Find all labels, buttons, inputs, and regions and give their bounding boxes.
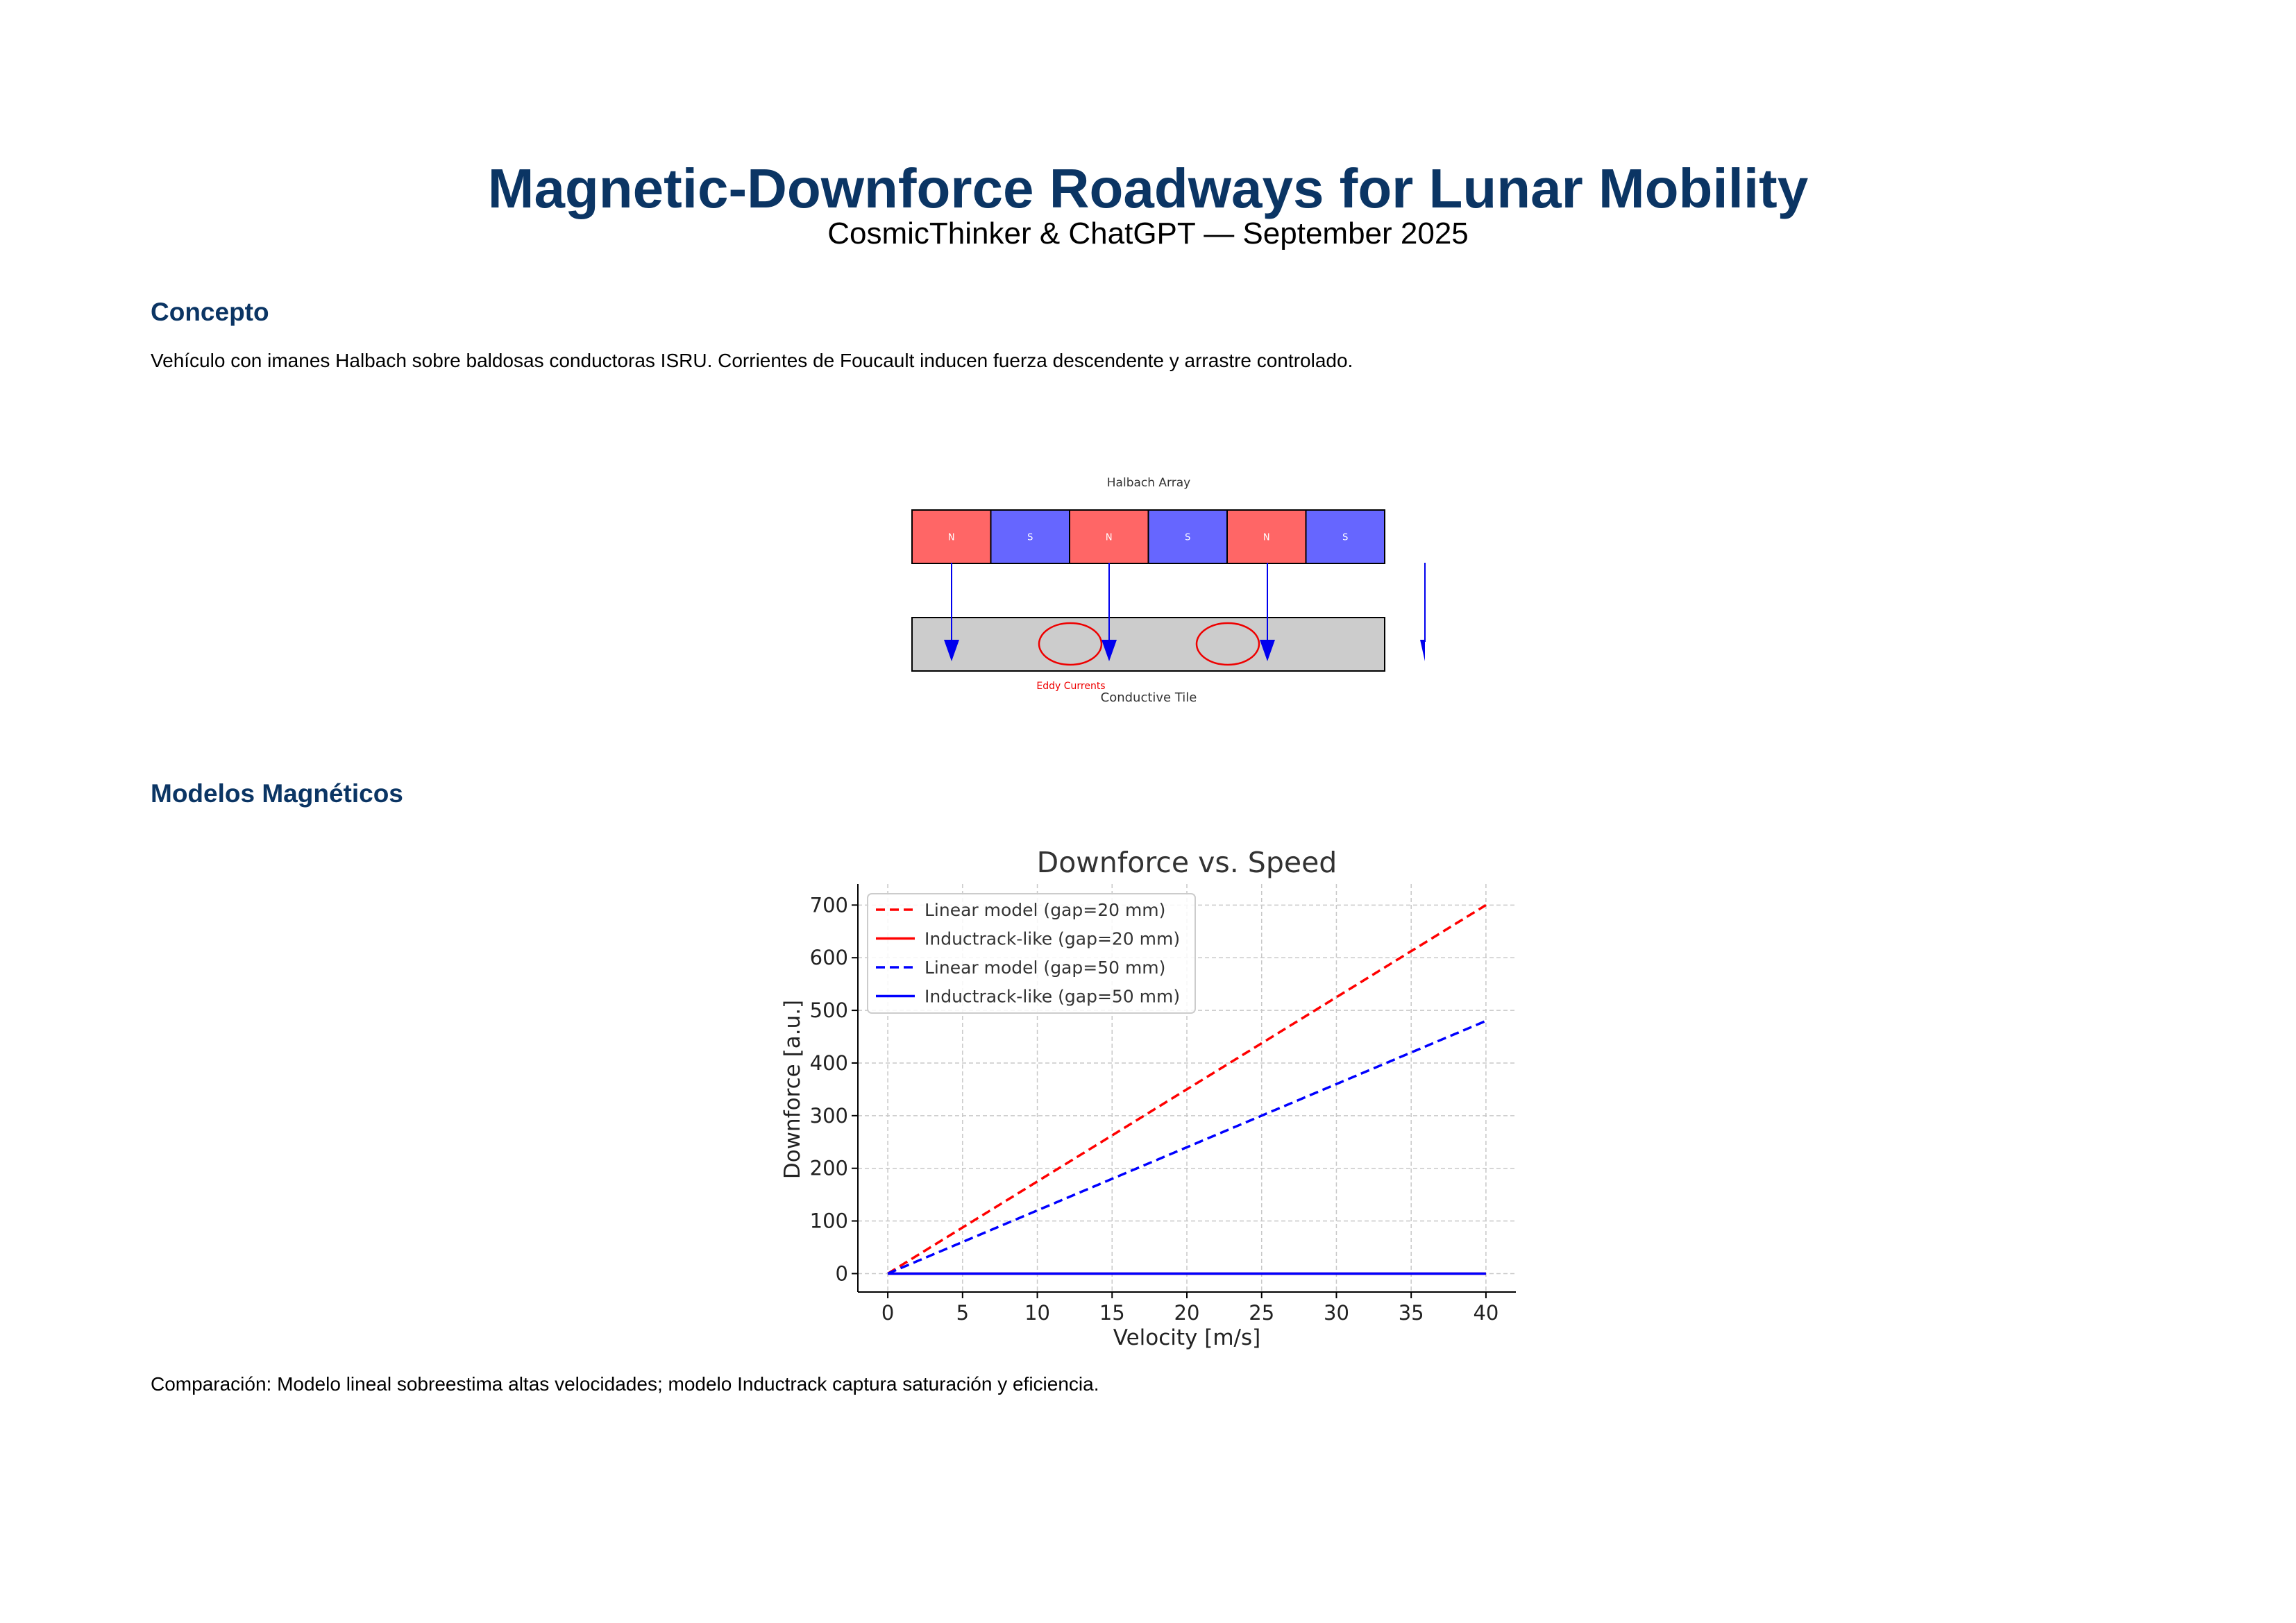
x-tick-label: 40	[1473, 1301, 1499, 1325]
flux-arrow	[944, 563, 959, 661]
x-tick-label: 25	[1249, 1301, 1274, 1325]
y-tick-label: 0	[836, 1261, 848, 1285]
concept-heading: Concepto	[151, 298, 269, 326]
series-line-3	[887, 1019, 1487, 1275]
chart-legend	[867, 893, 1196, 1014]
magnet-block-south	[1147, 509, 1228, 564]
legend-entry: Inductrack-like (gap=20 mm)	[925, 929, 1180, 949]
models-caption: Comparación: Modelo lineal sobreestima a…	[151, 1373, 1099, 1395]
y-axis-label: Downforce [a.u.]	[780, 1000, 805, 1179]
document-title: Magnetic-Downforce Roadways for Lunar Mo…	[487, 158, 1809, 219]
y-tick-label: 500	[810, 999, 848, 1022]
document-subtitle: CosmicThinker & ChatGPT — September 2025	[827, 216, 1469, 250]
x-tick-label: 35	[1399, 1301, 1424, 1325]
flux-arrow	[1420, 563, 1426, 661]
halbach-array-label: Halbach Array	[1107, 476, 1190, 490]
magnet-pole-label: N	[1106, 533, 1113, 543]
eddy-current-loop	[1195, 622, 1260, 666]
magnet-block-south	[1305, 509, 1385, 564]
legend-entry: Linear model (gap=50 mm)	[925, 958, 1165, 978]
x-tick-label: 15	[1099, 1301, 1125, 1325]
y-tick-label: 300	[810, 1104, 848, 1128]
models-heading: Modelos Magnéticos	[151, 779, 403, 808]
eddy-current-loop	[1038, 622, 1103, 666]
y-tick-label: 700	[810, 893, 848, 917]
x-tick-label: 10	[1024, 1301, 1050, 1325]
series-line-1	[887, 903, 1487, 1275]
x-tick-label: 20	[1174, 1301, 1200, 1325]
y-tick-label: 400	[810, 1051, 848, 1075]
magnet-pole-label: N	[948, 533, 955, 543]
x-tick-label: 0	[881, 1301, 894, 1325]
flux-arrow	[1260, 563, 1275, 661]
halbach-diagram: Halbach Array N S N S N S Eddy Currents Condu…	[911, 476, 1426, 705]
eddy-currents-label: Eddy Currents	[1036, 681, 1105, 692]
x-tick-label: 5	[956, 1301, 969, 1325]
x-axis-label: Velocity [m/s]	[1113, 1325, 1260, 1350]
x-tick-label: 30	[1324, 1301, 1349, 1325]
legend-entry: Linear model (gap=20 mm)	[925, 900, 1165, 920]
flux-arrow	[1101, 563, 1117, 661]
legend-entry: Inductrack-like (gap=50 mm)	[925, 987, 1180, 1007]
concept-text: Vehículo con imanes Halbach sobre baldos…	[151, 350, 1353, 371]
magnet-block-north	[1226, 509, 1307, 564]
y-tick-label: 600	[810, 946, 848, 969]
magnet-pole-label: S	[1342, 533, 1348, 543]
magnet-pole-label: N	[1263, 533, 1270, 543]
magnet-pole-label: S	[1027, 533, 1033, 543]
magnet-pole-label: S	[1185, 533, 1190, 543]
y-tick-label: 200	[810, 1157, 848, 1180]
magnet-block-north	[911, 509, 992, 564]
y-tick-label: 100	[810, 1209, 848, 1233]
conductive-tile-label: Conductive Tile	[1101, 690, 1197, 705]
conductive-tile	[911, 617, 1385, 672]
magnet-block-south	[990, 509, 1070, 564]
chart-title: Downforce vs. Speed	[1037, 846, 1337, 879]
